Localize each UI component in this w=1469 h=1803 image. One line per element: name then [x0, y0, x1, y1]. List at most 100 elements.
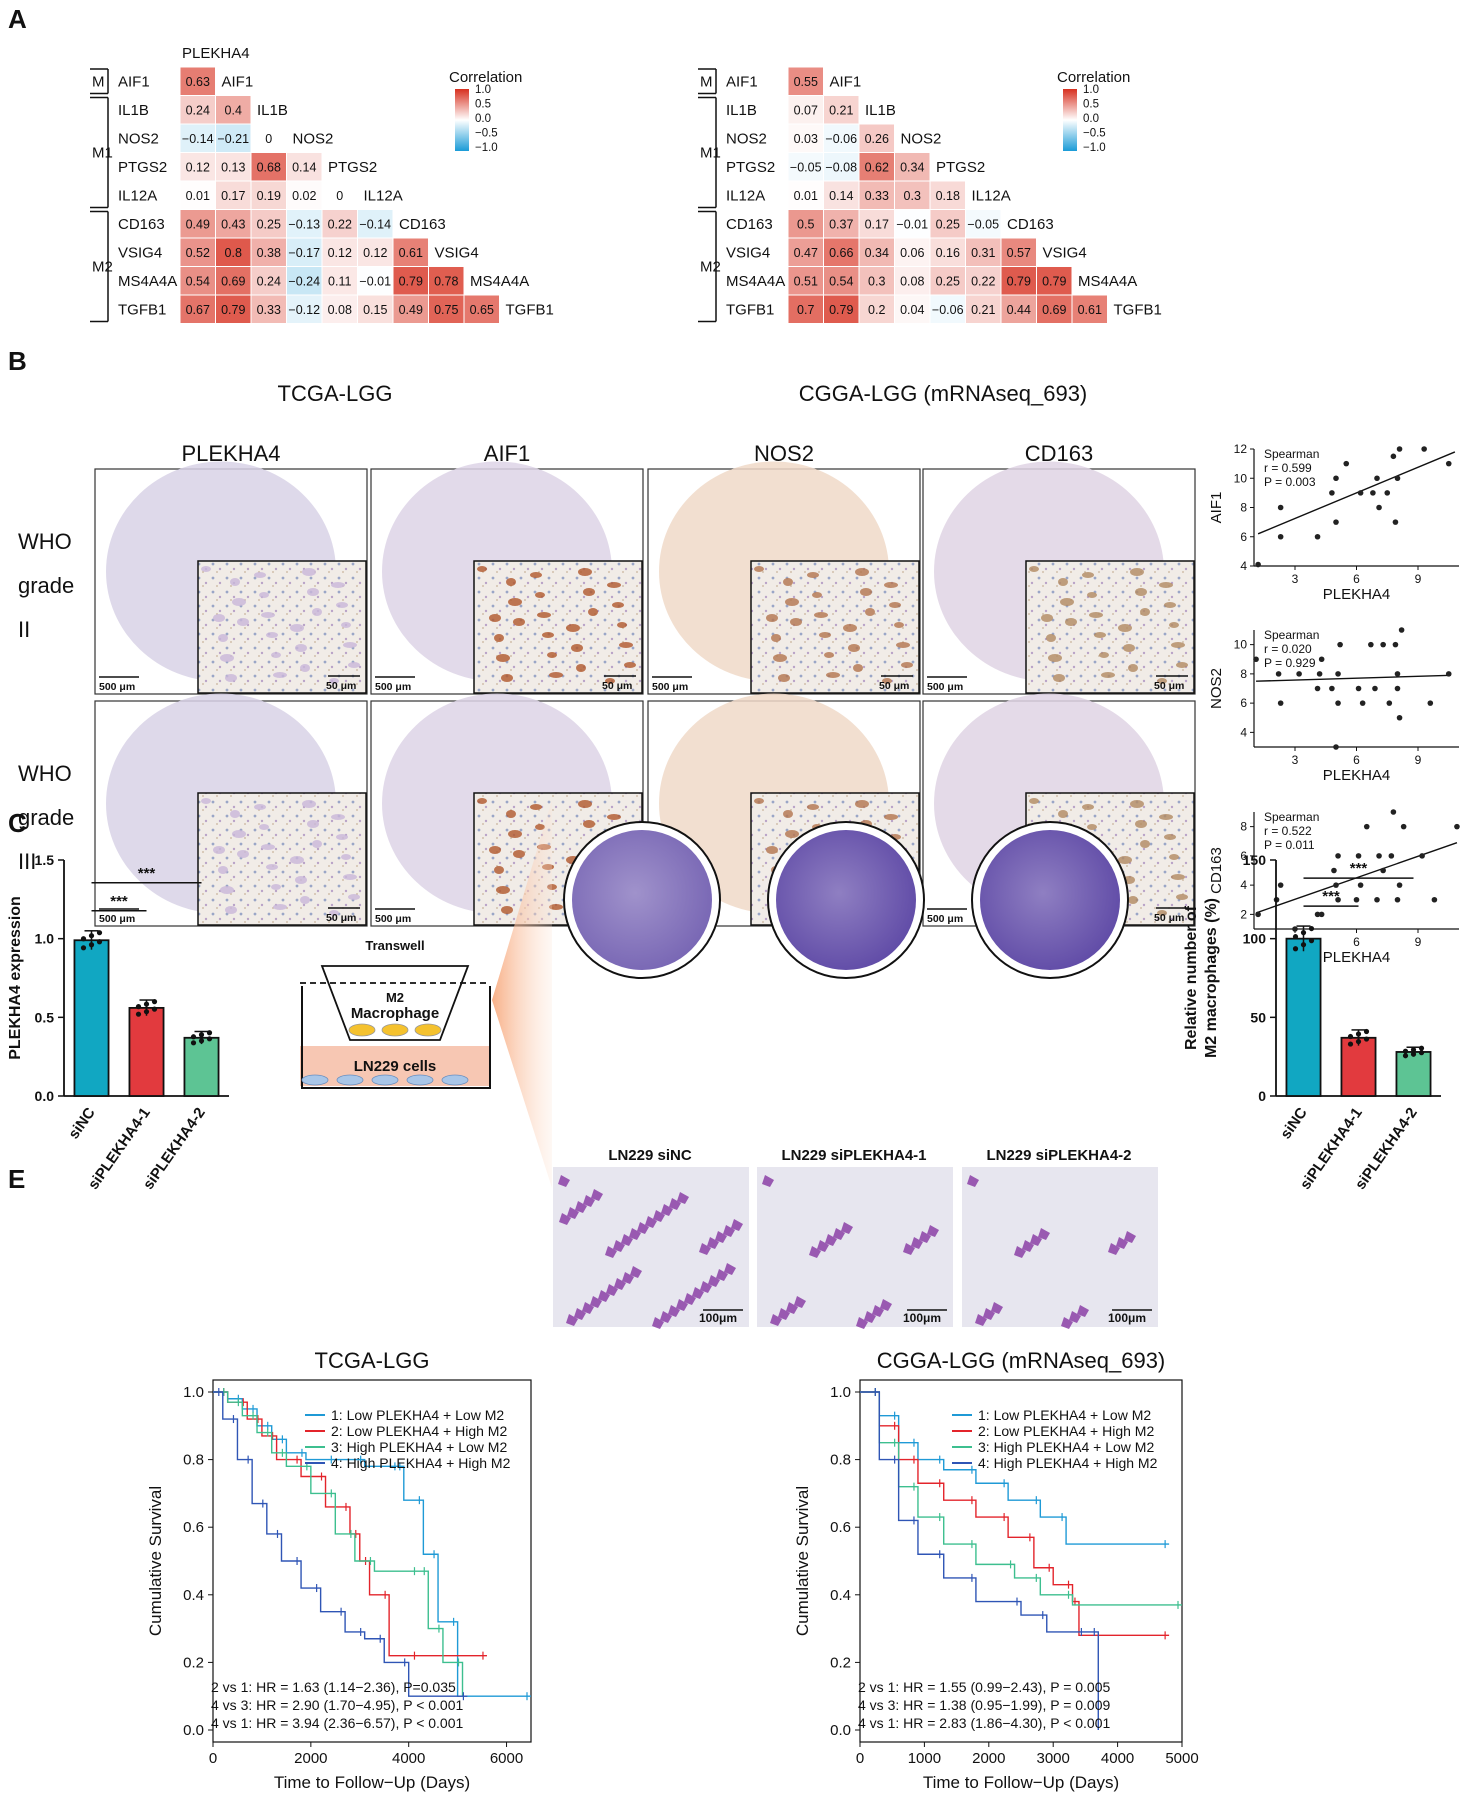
- scatter-point: [1376, 853, 1382, 859]
- heatmap-cell-value: 0.26: [865, 132, 889, 146]
- stained-cell: [855, 800, 869, 808]
- stained-cell: [302, 800, 316, 808]
- heatmap-cell-value: 0.01: [794, 189, 818, 203]
- scale-label-large: 500 μm: [99, 913, 135, 925]
- stained-cell: [612, 602, 624, 608]
- stained-cell: [1046, 634, 1056, 642]
- stained-cell: [530, 572, 542, 578]
- stained-cell: [329, 910, 339, 916]
- migrated-cell: [605, 1246, 617, 1258]
- legend-tick: −0.5: [475, 128, 498, 140]
- heatmap-cell-value: 0.65: [470, 303, 494, 317]
- tumor-cell: [336, 1074, 364, 1086]
- plekha4-expression-replicate-dot: [151, 1006, 158, 1012]
- stained-cell: [1094, 632, 1106, 638]
- heatmap-cell: [1000, 237, 1037, 267]
- heatmap-cell: [321, 180, 358, 210]
- heatmap-cell-value: 0.3: [868, 274, 885, 288]
- stained-cell: [220, 886, 234, 894]
- m2-macrophage-replicate-dot: [1347, 1033, 1354, 1040]
- heatmap-cell-value: 0.33: [257, 303, 281, 317]
- stained-cell: [607, 582, 621, 588]
- heatmap-cell: [1071, 294, 1108, 324]
- stained-cell: [266, 864, 278, 870]
- stained-cell: [1089, 612, 1103, 618]
- migrated-cell: [559, 1213, 571, 1225]
- m2-macrophage-chart: 050100150siNCsiPLEKHA4-1siPLEKHA4-2*****…: [1183, 852, 1441, 1193]
- stained-cell: [549, 672, 563, 678]
- heatmap-cell: [1036, 266, 1073, 296]
- heatmap-cell-value: 0.55: [794, 75, 818, 89]
- migration-scale-label: 100μm: [903, 1311, 941, 1325]
- migrated-cell: [716, 1269, 728, 1281]
- scatter-x-tick-label: 6: [1353, 753, 1360, 767]
- migrated-cell: [880, 1299, 892, 1311]
- scale-label-small: 50 μm: [326, 912, 356, 924]
- stained-cell: [336, 834, 348, 840]
- scatter-y-tick-label: 4: [1240, 878, 1247, 892]
- heatmap-cell: [357, 294, 394, 324]
- heatmap-diagonal-label: TGFB1: [1114, 301, 1162, 318]
- heatmap-cell-value: 0.14: [829, 189, 853, 203]
- heatmap-diagonal-label: AIF1: [830, 73, 862, 90]
- scatter-stat-r: r = 0.020: [1264, 642, 1312, 656]
- stained-cell: [785, 598, 799, 606]
- heatmap-row-label: IL1B: [726, 102, 757, 119]
- heatmap-cell: [965, 209, 1002, 239]
- stained-cell: [513, 850, 525, 858]
- stained-cell: [259, 592, 269, 598]
- heatmap-row-label: IL12A: [726, 187, 765, 204]
- stained-cell: [302, 568, 316, 576]
- stained-cell: [1082, 572, 1094, 578]
- migrated-cell: [574, 1308, 586, 1320]
- stained-cell: [571, 644, 583, 652]
- heatmap-cell-value: 0.08: [328, 303, 352, 317]
- heatmap-cell: [1000, 266, 1037, 296]
- heatmap-cell: [787, 294, 824, 324]
- plekha4-expression-bar: [73, 939, 110, 1097]
- scatter-point: [1392, 519, 1399, 525]
- heatmap-row-label: MS4A4A: [726, 273, 785, 290]
- ihc-image: 500 μm 50 μm: [370, 461, 644, 695]
- tumor-cell: [301, 1074, 329, 1086]
- scatter-point: [1253, 656, 1259, 663]
- migration-scale-label: 100μm: [699, 1311, 737, 1325]
- km-legend-entry: 2: Low PLEKHA4 + High M2: [978, 1423, 1154, 1439]
- insert-outline: [320, 965, 470, 1041]
- scatter-y-tick-label: 4: [1240, 559, 1247, 573]
- stained-cell: [220, 654, 234, 662]
- stained-cell: [884, 814, 898, 820]
- m2-macrophage-replicate-dot: [1402, 1048, 1409, 1054]
- heatmap-cell-value: 0.67: [186, 303, 210, 317]
- heatmap-cell-value: 0.44: [1007, 303, 1031, 317]
- stained-cell: [860, 588, 872, 596]
- ihc-row-label: WHO: [18, 761, 72, 786]
- stained-cell: [773, 654, 787, 662]
- group-label: M1: [700, 145, 721, 162]
- stained-well: [767, 821, 925, 979]
- heatmap-cell-value: 0.79: [1007, 274, 1031, 288]
- scatter-y-tick-label: 10: [1234, 638, 1248, 652]
- heatmap-cell-value: 0.54: [829, 274, 853, 288]
- stained-cell: [1130, 800, 1144, 808]
- heatmap-row-label: AIF1: [726, 73, 758, 90]
- stained-cell: [341, 854, 351, 860]
- heatmap-cell-value: 0.49: [186, 217, 210, 231]
- km-curve: [860, 1391, 1099, 1730]
- scatter-point: [1335, 896, 1341, 903]
- migrated-cell: [621, 1234, 633, 1246]
- ihc-image: 500 μm 50 μm: [94, 693, 368, 927]
- scatter-point: [1394, 671, 1401, 677]
- migrated-cell: [566, 1314, 578, 1326]
- heatmap-cell: [321, 237, 358, 267]
- scatter-point: [1376, 504, 1382, 511]
- scatter-point: [1392, 641, 1399, 648]
- scatter-point: [1427, 700, 1434, 706]
- stained-cell: [496, 654, 510, 662]
- scatter-x-tick-label: 9: [1415, 572, 1422, 586]
- stained-cell: [348, 894, 360, 900]
- migrated-cell: [1124, 1231, 1136, 1243]
- stained-cell: [848, 644, 860, 652]
- panel-label-c: C: [8, 808, 27, 838]
